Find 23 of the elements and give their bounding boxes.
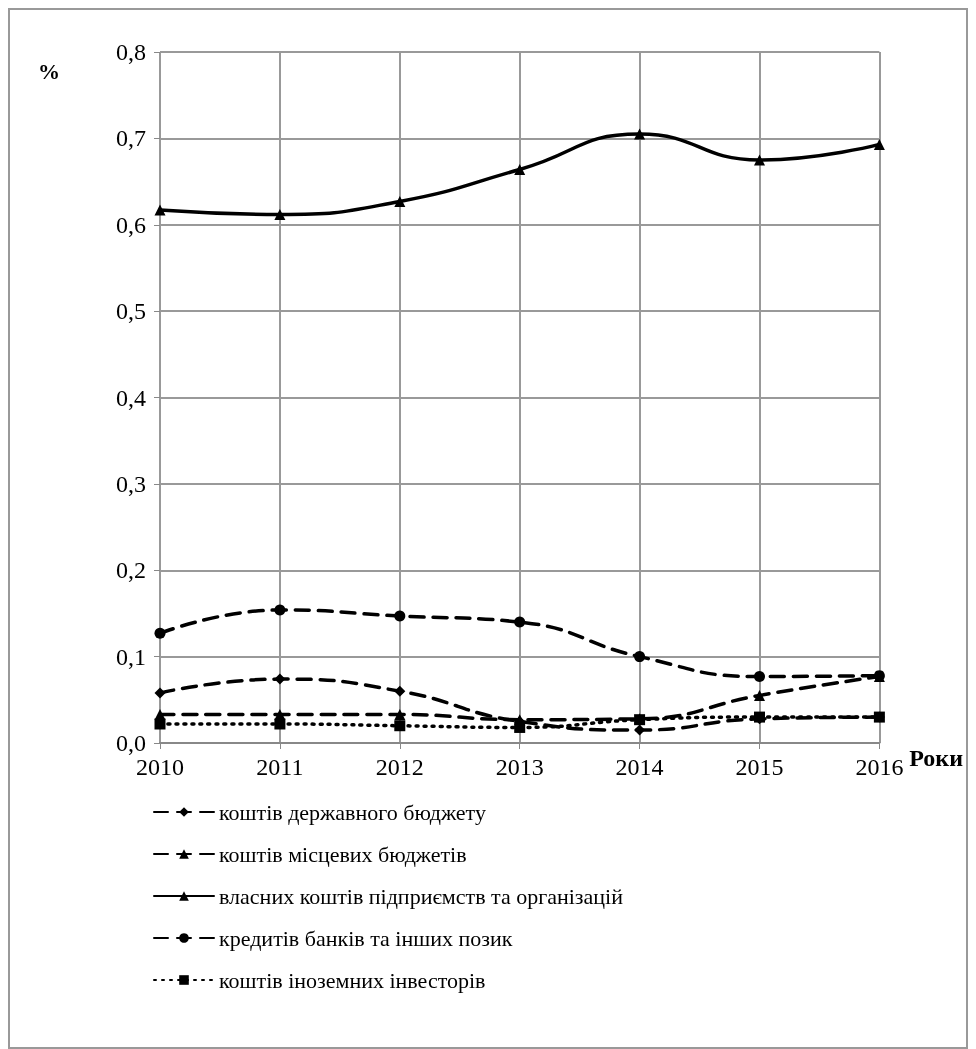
y-tick-label: 0,6 [116, 211, 146, 238]
y-axis-title: % [38, 58, 60, 84]
y-tick-label: 0,0 [116, 730, 146, 756]
x-axis-title: Роки [909, 745, 964, 771]
x-tick-label: 2015 [735, 754, 784, 780]
legend-label: коштів іноземних інвесторів [219, 967, 486, 993]
y-tick-label: 0,5 [116, 298, 146, 325]
y-tick-label: 0,4 [116, 384, 146, 411]
legend-label: коштів державного бюджету [219, 799, 486, 825]
legend-label: коштів місцевих бюджетів [219, 841, 467, 867]
y-tick-label: 0,8 [116, 39, 146, 65]
x-tick-label: 2012 [375, 754, 424, 780]
y-tick-label: 0,2 [116, 557, 146, 584]
y-tick-label: 0,3 [116, 470, 146, 497]
x-tick-label: 2011 [256, 754, 304, 780]
x-tick-label: 2014 [615, 754, 664, 780]
legend-label: власних коштів підприємств та організацій [219, 883, 624, 909]
x-tick-label: 2010 [136, 754, 184, 780]
legend-label: кредитів банків та інших позик [219, 925, 513, 951]
x-tick-label: 2013 [495, 754, 544, 780]
x-tick-label: 2016 [855, 754, 904, 780]
y-tick-label: 0,7 [116, 125, 146, 152]
y-tick-label: 0,1 [116, 643, 146, 670]
